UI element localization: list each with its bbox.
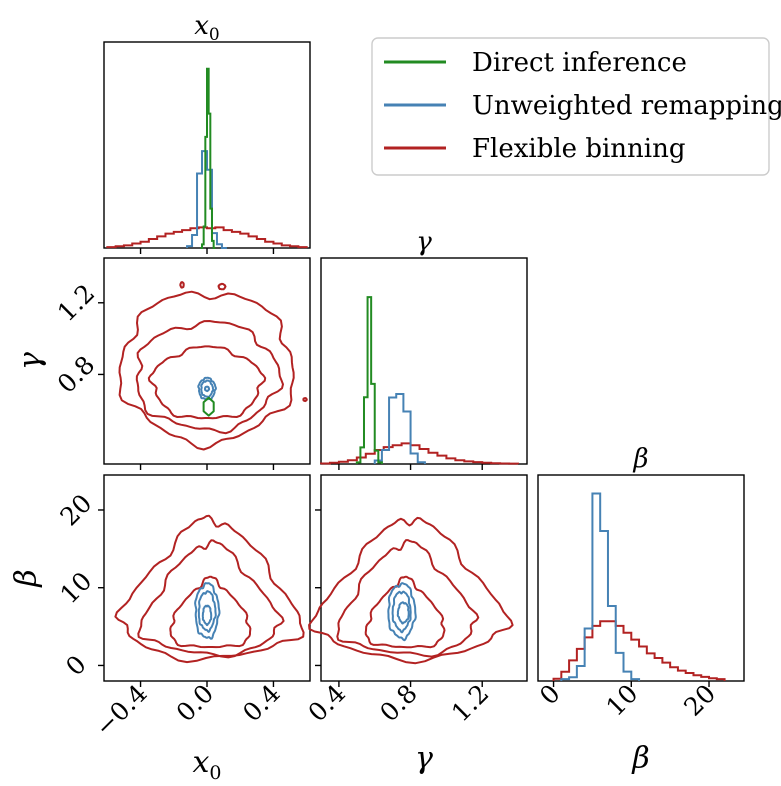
beta-x0-y-tick-label: 10 <box>54 566 97 609</box>
beta-x0-y-tick-label: 0 <box>60 650 92 682</box>
contour-gamma-x0-unweighted-0 <box>197 376 217 401</box>
contour-gamma-x0-unweighted-1 <box>200 379 215 399</box>
hist-beta-unweighted <box>560 492 641 681</box>
tick-layer: −0.4 0.0 0.4 0.4 0.8 1.2 0 10 20 0.8 1.2 0 10 20 <box>52 248 721 742</box>
contour-gamma-x0-flexible-5 <box>302 397 308 403</box>
gamma-x0-y-tick-label: 0.8 <box>52 350 101 399</box>
contour-gamma-x0-flexible-1 <box>135 320 284 435</box>
hist-gamma-flexible <box>320 442 520 465</box>
title-x0: x0 <box>194 11 220 45</box>
contour-gamma-x0-flexible-0 <box>147 345 267 420</box>
panel-beta-vs-gamma <box>320 474 528 682</box>
contour-gamma-x0-unweighted-2 <box>204 385 211 393</box>
beta-x0-x-tick-label: −0.4 <box>89 679 152 742</box>
hist-gamma-unweighted <box>373 392 426 464</box>
hist-beta-flexible <box>552 620 726 681</box>
contour-gamma-x0-flexible-2 <box>118 290 295 451</box>
contour-beta-x0-unweighted-1 <box>197 590 217 633</box>
beta-gamma-x-tick-label: 0.8 <box>374 679 423 728</box>
xlabel-gamma: γ <box>415 741 433 776</box>
xlabel-beta: β <box>631 741 649 776</box>
beta-x0-y-tick-label: 20 <box>54 488 97 531</box>
legend-label-unweighted: Unweighted remapping <box>472 91 781 121</box>
contour-beta-gamma-unweighted-1 <box>391 590 412 634</box>
ylabel-gamma: γ <box>13 352 48 370</box>
beta-hist-x-tick-label: 0 <box>534 679 566 711</box>
beta-gamma-x-tick-label: 1.2 <box>446 679 495 728</box>
contour-beta-x0-flexible-0 <box>169 575 252 649</box>
panel-beta-hist <box>537 474 745 682</box>
beta-x0-x-tick-label: 0.4 <box>237 679 286 728</box>
hist-gamma-direct <box>355 296 383 464</box>
gamma-x0-y-tick-label: 1.2 <box>52 278 101 327</box>
title-beta: β <box>632 444 648 474</box>
contour-gamma-x0-flexible-3 <box>179 281 185 289</box>
legend-frame <box>371 37 770 176</box>
ylabel-beta: β <box>9 569 44 587</box>
contour-beta-gamma-unweighted-0 <box>387 582 417 642</box>
beta-hist-x-tick-label: 20 <box>678 679 721 722</box>
hist-x0-flexible <box>106 226 308 249</box>
contour-beta-gamma-flexible-1 <box>336 539 480 658</box>
hist-x0-unweighted <box>186 150 227 249</box>
beta-gamma-x-tick-label: 0.4 <box>303 679 352 728</box>
contour-beta-x0-flexible-2 <box>114 514 305 664</box>
beta-x0-x-tick-label: 0.0 <box>171 679 220 728</box>
contour-gamma-x0-direct-0 <box>202 396 215 417</box>
legend: Direct inference Unweighted remapping Fl… <box>371 37 781 176</box>
contour-beta-x0-flexible-1 <box>137 539 285 659</box>
beta-hist-x-tick-label: 10 <box>601 679 644 722</box>
legend-label-flexible: Flexible binning <box>472 134 685 164</box>
title-gamma: γ <box>416 227 432 257</box>
contour-beta-gamma-flexible-2 <box>308 516 514 665</box>
legend-label-direct: Direct inference <box>472 48 687 78</box>
plot-layer <box>106 67 726 681</box>
contour-beta-x0-unweighted-0 <box>194 582 221 640</box>
contour-beta-gamma-unweighted-2 <box>396 601 410 625</box>
xlabel-x0: x0 <box>192 745 221 784</box>
contour-gamma-x0-flexible-4 <box>217 282 227 291</box>
panel-gamma-vs-x0 <box>103 257 311 465</box>
contour-beta-x0-unweighted-2 <box>201 604 213 627</box>
panel-gamma-hist <box>320 257 528 465</box>
hist-x0-direct <box>200 67 216 249</box>
contour-beta-gamma-flexible-0 <box>364 575 446 649</box>
